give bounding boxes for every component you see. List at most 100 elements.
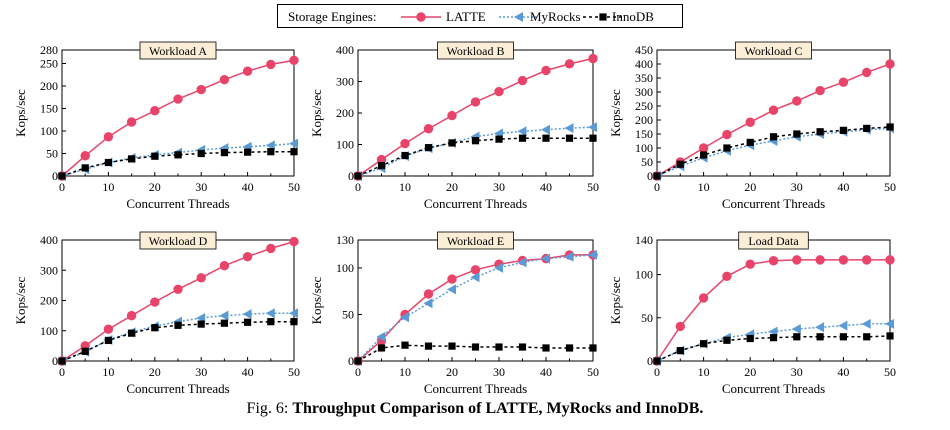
data-point-innodb — [104, 158, 112, 167]
data-point-latte — [745, 117, 755, 127]
data-point-latte — [266, 243, 276, 254]
data-point-myrocks — [494, 262, 503, 273]
y-tick-label: 100 — [40, 124, 58, 138]
data-point-latte — [698, 293, 709, 303]
panel-title: Workload E — [447, 234, 504, 248]
data-point-myrocks — [815, 322, 825, 333]
data-point-innodb — [816, 333, 824, 341]
data-point-myrocks — [289, 308, 298, 319]
data-point-innodb — [542, 344, 550, 352]
series-myrocks — [353, 122, 597, 181]
data-point-latte — [722, 129, 732, 140]
data-point-myrocks — [289, 138, 298, 149]
data-point-innodb — [151, 152, 159, 160]
data-point-innodb — [495, 343, 503, 351]
data-point-innodb — [676, 160, 684, 168]
x-tick-label: 0 — [654, 180, 660, 194]
data-point-innodb — [197, 149, 205, 158]
x-tick-label: 0 — [59, 365, 65, 379]
data-point-innodb — [174, 321, 182, 329]
y-tick-label: 130 — [336, 233, 354, 247]
series-latte — [652, 59, 895, 181]
data-point-innodb — [700, 340, 708, 348]
data-point-innodb — [401, 341, 409, 349]
data-point-innodb — [377, 162, 386, 170]
series-line-latte — [656, 259, 890, 362]
data-point-latte — [150, 106, 160, 116]
y-tick-label: 400 — [635, 57, 653, 71]
x-tick-label: 10 — [102, 365, 114, 379]
x-tick-label: 50 — [587, 180, 599, 194]
x-tick-label: 0 — [355, 365, 361, 379]
y-axis-label: Kops/sec — [13, 89, 28, 137]
data-point-innodb — [377, 344, 386, 352]
chart-panel-5: 0 50 100 130 0 10 20 30 40 50 Concurrent Threads Ko… — [309, 231, 599, 396]
data-point-innodb — [769, 334, 778, 342]
data-point-latte — [838, 77, 849, 87]
data-point-innodb — [220, 319, 228, 327]
data-point-innodb — [518, 134, 527, 142]
data-point-latte — [289, 236, 299, 247]
data-point-innodb — [589, 344, 597, 352]
data-point-innodb — [495, 135, 503, 143]
data-point-latte — [423, 124, 434, 134]
x-tick-label: 10 — [399, 180, 411, 194]
data-point-latte — [885, 59, 895, 69]
x-tick-label: 50 — [884, 180, 896, 194]
data-point-myrocks — [588, 122, 597, 133]
data-point-innodb — [723, 144, 731, 152]
panel-title: Workload B — [446, 44, 504, 58]
x-tick-label: 10 — [102, 180, 114, 194]
data-point-latte — [80, 151, 90, 161]
series-innodb — [653, 123, 894, 180]
y-tick-label: 0 — [647, 354, 653, 368]
data-point-innodb — [886, 123, 894, 131]
x-tick-label: 20 — [446, 365, 458, 379]
plot-frame — [357, 49, 594, 177]
x-tick-label: 20 — [744, 180, 756, 194]
data-point-innodb — [589, 134, 597, 142]
x-tick-label: 0 — [59, 180, 65, 194]
data-point-latte — [447, 274, 457, 284]
y-tick-label: 100 — [635, 141, 653, 155]
data-point-latte — [745, 259, 755, 269]
data-point-myrocks — [265, 140, 275, 151]
legend-graphic: Storage Engines: LATTE MyRocks InnoDB — [288, 9, 654, 24]
data-point-latte — [242, 66, 253, 76]
data-point-latte — [494, 86, 504, 97]
y-tick-label: 50 — [46, 147, 58, 161]
data-point-latte — [517, 75, 528, 86]
data-point-innodb — [746, 334, 754, 343]
x-tick-label: 30 — [493, 365, 505, 379]
data-point-innodb — [267, 148, 275, 156]
data-point-latte — [400, 138, 410, 149]
x-tick-label: 50 — [288, 365, 300, 379]
legend-label-myrocks: MyRocks — [530, 9, 581, 24]
y-tick-label: 200 — [635, 113, 653, 127]
data-point-latte — [196, 273, 206, 283]
panel-title-box — [735, 41, 812, 60]
data-point-innodb — [448, 342, 456, 350]
series-innodb — [58, 318, 298, 365]
data-point-latte — [447, 110, 457, 121]
data-point-innodb — [424, 144, 433, 152]
chart-panel-4: 0 100 200 300 400 0 10 20 30 40 50 Concurrent Threa… — [13, 231, 300, 396]
caption-text-before: Throughput Comparison of — [292, 400, 482, 417]
y-tick-label: 0 — [647, 169, 653, 183]
data-point-myrocks — [400, 312, 409, 323]
data-point-latte — [126, 117, 137, 127]
chart-panel-2: 0 100 200 300 400 0 10 20 30 40 50 Concurrent Threa… — [309, 41, 599, 211]
data-point-latte — [219, 75, 230, 85]
data-point-innodb — [886, 332, 894, 340]
data-point-myrocks — [838, 320, 848, 331]
data-point-innodb — [653, 357, 661, 365]
data-point-innodb — [471, 137, 480, 145]
x-tick-label: 20 — [446, 180, 458, 194]
data-point-innodb — [653, 172, 661, 180]
legend-marker-latte — [416, 12, 426, 22]
y-tick-label: 200 — [40, 79, 58, 93]
data-point-latte — [173, 94, 183, 104]
data-point-innodb — [816, 128, 824, 136]
panel-title-box — [437, 231, 514, 250]
y-tick-label: 250 — [40, 57, 58, 71]
